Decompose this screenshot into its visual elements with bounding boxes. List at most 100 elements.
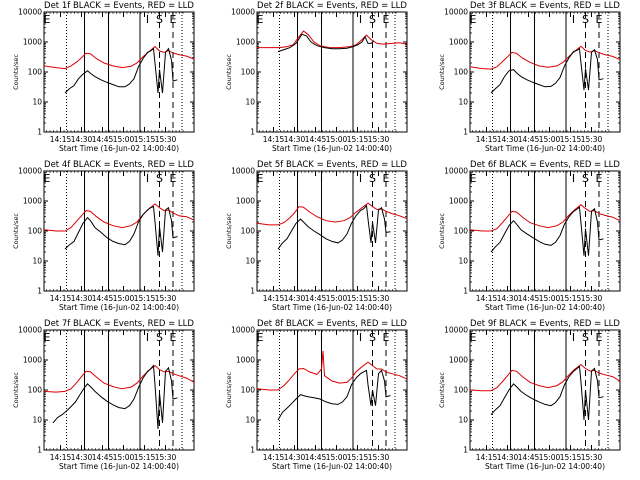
panel-det-8: Det 8f BLACK = Events, RED = LLD 1 10 100 10…	[225, 319, 408, 471]
y-tick-label: 1000	[23, 197, 42, 206]
y-tick-label: 100	[454, 227, 469, 236]
y-tick-label: 10000	[444, 167, 468, 176]
x-tick-label: 14:30	[71, 294, 93, 303]
x-tick-label: 15:00	[326, 135, 348, 144]
x-tick-label: 15:30	[581, 294, 603, 303]
x-tick-label: 14:45	[92, 453, 114, 462]
y-tick-label: 10	[245, 98, 255, 107]
series-line-events	[277, 33, 375, 53]
y-tick-label: 100	[28, 68, 43, 77]
x-tick-label: 14:30	[497, 135, 519, 144]
x-axis-label: Start Time (16-Jun-02 14:00:40)	[59, 303, 179, 312]
x-tick-label: 15:15	[347, 135, 369, 144]
y-tick-label: 100	[28, 386, 43, 395]
y-tick-label: 1000	[236, 356, 255, 365]
interval-marker-e: E	[170, 331, 177, 344]
interval-marker-i: I	[533, 13, 536, 26]
chart-title: Det 5f BLACK = Events, RED = LLD	[257, 160, 407, 170]
x-tick-label: 15:30	[155, 294, 177, 303]
panel-det-1: Det 1f BLACK = Events, RED = LLD 1 10 100 10…	[12, 1, 195, 153]
interval-marker-e: E	[170, 172, 177, 185]
x-tick-label: 15:15	[134, 453, 156, 462]
x-tick-label: 15:00	[113, 294, 135, 303]
interval-marker-i: I	[359, 331, 362, 344]
interval-marker-i: I	[320, 172, 323, 185]
y-tick-label: 10000	[444, 326, 468, 335]
x-tick-label: 15:30	[368, 135, 390, 144]
y-axis-label: Counts/sec	[12, 213, 20, 249]
chart-title: Det 7f BLACK = Events, RED = LLD	[44, 319, 194, 329]
interval-marker-i: I	[107, 331, 110, 344]
y-tick-label: 1000	[449, 356, 468, 365]
x-tick-label: 14:45	[518, 294, 540, 303]
interval-marker-i: I	[572, 331, 575, 344]
interval-marker-i: I	[146, 172, 149, 185]
y-axis-label: Counts/sec	[438, 54, 446, 90]
y-tick-label: 10000	[231, 8, 255, 17]
x-axis-label: Start Time (16-Jun-02 14:00:40)	[272, 303, 392, 312]
y-tick-label: 10	[245, 257, 255, 266]
x-tick-label: 14:30	[71, 135, 93, 144]
interval-marker-i: I	[146, 13, 149, 26]
x-tick-label: 14:45	[92, 135, 114, 144]
x-tick-label: 14:15	[50, 135, 72, 144]
series-line-events	[277, 369, 391, 421]
y-tick-label: 1	[37, 128, 42, 137]
interval-marker-s: S	[582, 13, 589, 26]
interval-marker-s: S	[156, 172, 163, 185]
x-tick-label: 15:15	[134, 135, 156, 144]
y-tick-label: 1	[37, 287, 42, 296]
x-tick-label: 14:30	[284, 294, 306, 303]
series-line-events	[490, 365, 604, 421]
y-tick-label: 1	[250, 446, 255, 455]
chart-title: Det 6f BLACK = Events, RED = LLD	[470, 160, 620, 170]
x-tick-label: 15:00	[113, 135, 135, 144]
interval-marker-e: E	[44, 331, 51, 344]
y-tick-label: 100	[454, 386, 469, 395]
interval-marker-s: S	[582, 331, 589, 344]
y-tick-label: 1	[463, 287, 468, 296]
series-line-events	[490, 47, 604, 94]
interval-marker-i: I	[320, 13, 323, 26]
chart-title: Det 1f BLACK = Events, RED = LLD	[44, 1, 194, 11]
series-line-events	[64, 205, 178, 256]
y-tick-label: 1000	[236, 38, 255, 47]
x-tick-label: 14:15	[476, 135, 498, 144]
interval-marker-i: I	[572, 172, 575, 185]
interval-marker-e: E	[596, 172, 603, 185]
x-tick-label: 14:45	[92, 294, 114, 303]
x-tick-label: 15:30	[368, 453, 390, 462]
interval-marker-e: E	[596, 13, 603, 26]
x-tick-label: 15:15	[560, 135, 582, 144]
y-axis-label: Counts/sec	[225, 54, 233, 90]
panel-det-6: Det 6f BLACK = Events, RED = LLD 1 10 100 10…	[438, 160, 621, 312]
y-tick-label: 1	[463, 128, 468, 137]
interval-marker-e: E	[470, 172, 477, 185]
x-tick-label: 14:45	[305, 453, 327, 462]
x-tick-label: 15:30	[155, 135, 177, 144]
y-tick-label: 10	[458, 416, 468, 425]
x-tick-label: 14:30	[71, 453, 93, 462]
x-tick-label: 15:15	[560, 294, 582, 303]
interval-marker-s: S	[156, 13, 163, 26]
x-tick-label: 15:15	[347, 453, 369, 462]
x-axis-label: Start Time (16-Jun-02 14:00:40)	[59, 144, 179, 153]
x-tick-label: 14:15	[50, 294, 72, 303]
y-tick-label: 1	[250, 287, 255, 296]
y-tick-label: 10	[458, 98, 468, 107]
interval-marker-e: E	[383, 172, 390, 185]
chart-title: Det 3f BLACK = Events, RED = LLD	[470, 1, 620, 11]
interval-marker-e: E	[257, 172, 264, 185]
y-axis-label: Counts/sec	[12, 372, 20, 408]
x-tick-label: 14:15	[263, 453, 285, 462]
series-line-lld	[469, 363, 621, 392]
y-axis-label: Counts/sec	[438, 372, 446, 408]
y-axis-label: Counts/sec	[225, 213, 233, 249]
x-tick-label: 15:30	[368, 294, 390, 303]
x-tick-label: 15:00	[113, 453, 135, 462]
panel-det-2: Det 2f BLACK = Events, RED = LLD 1 10 100 10…	[225, 1, 408, 153]
interval-marker-s: S	[369, 13, 376, 26]
interval-marker-e: E	[170, 13, 177, 26]
series-line-events	[64, 47, 178, 94]
panel-det-9: Det 9f BLACK = Events, RED = LLD 1 10 100 10…	[438, 319, 621, 471]
